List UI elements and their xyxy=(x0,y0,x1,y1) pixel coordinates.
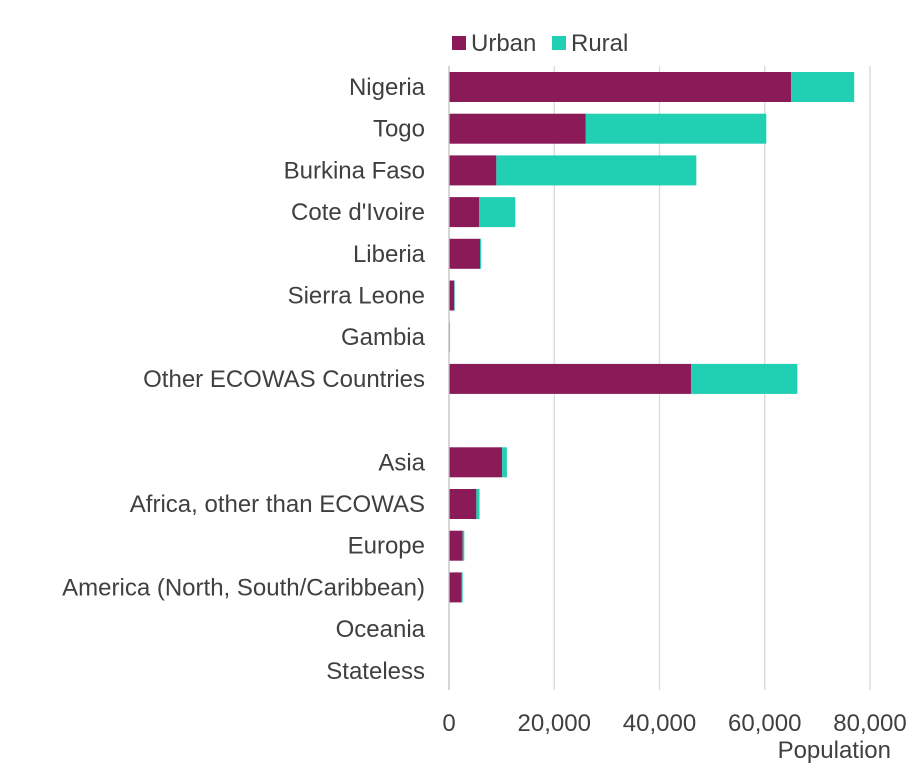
category-label: Oceania xyxy=(336,616,426,643)
category-label: Burkina Faso xyxy=(284,157,425,184)
x-tick-label: 0 xyxy=(442,710,455,737)
category-label: Other ECOWAS Countries xyxy=(143,366,425,393)
legend: Urban Rural xyxy=(452,30,628,57)
legend-label-rural: Rural xyxy=(571,30,628,57)
bar-urban xyxy=(449,363,692,394)
bar-urban xyxy=(449,530,463,561)
category-label: Togo xyxy=(373,116,425,143)
bar-rural xyxy=(791,72,855,102)
category-label: Stateless xyxy=(326,658,425,685)
category-label: Sierra Leone xyxy=(288,283,425,310)
bar-rural xyxy=(476,489,480,519)
x-tick-label: 40,000 xyxy=(623,710,696,737)
x-axis: 0 20,000 40,000 60,000 80,000 xyxy=(442,66,907,737)
bar-urban xyxy=(449,113,586,144)
bar-rural xyxy=(502,447,507,478)
bar-urban xyxy=(449,572,462,603)
bar-urban xyxy=(449,238,481,269)
bar-rural xyxy=(462,530,465,561)
x-tick-label: 60,000 xyxy=(728,710,801,737)
bar-urban xyxy=(449,447,503,478)
bar-rural xyxy=(480,238,482,269)
category-label: Europe xyxy=(348,533,425,560)
bar-rural xyxy=(691,363,798,394)
bar-rural xyxy=(585,113,767,144)
category-label: Liberia xyxy=(353,241,426,268)
bar-urban xyxy=(449,72,792,102)
x-tick-label: 20,000 xyxy=(518,710,591,737)
bar-rural xyxy=(496,155,697,186)
bar-urban xyxy=(449,280,455,311)
category-label: Cote d'Ivoire xyxy=(291,199,425,226)
category-label: Asia xyxy=(378,449,425,476)
legend-swatch-urban xyxy=(452,36,466,50)
legend-label-urban: Urban xyxy=(471,30,536,57)
x-tick-label: 80,000 xyxy=(833,710,906,737)
bar-urban xyxy=(449,489,477,519)
x-axis-title: Population xyxy=(778,737,891,764)
legend-swatch-rural xyxy=(552,36,566,50)
bar-rural xyxy=(449,322,451,353)
category-label: Gambia xyxy=(341,324,426,351)
bar-rural xyxy=(454,280,455,311)
category-labels: Nigeria Togo Burkina Faso Cote d'Ivoire Libe… xyxy=(62,74,425,685)
category-label: Africa, other than ECOWAS xyxy=(130,491,425,518)
category-label: Nigeria xyxy=(349,74,426,101)
bar-rural xyxy=(478,197,516,228)
category-label: America (North, South/Caribbean) xyxy=(62,574,425,601)
bars xyxy=(449,72,855,603)
bar-urban xyxy=(449,155,497,186)
bar-urban xyxy=(449,197,479,228)
bar-rural xyxy=(461,572,463,603)
